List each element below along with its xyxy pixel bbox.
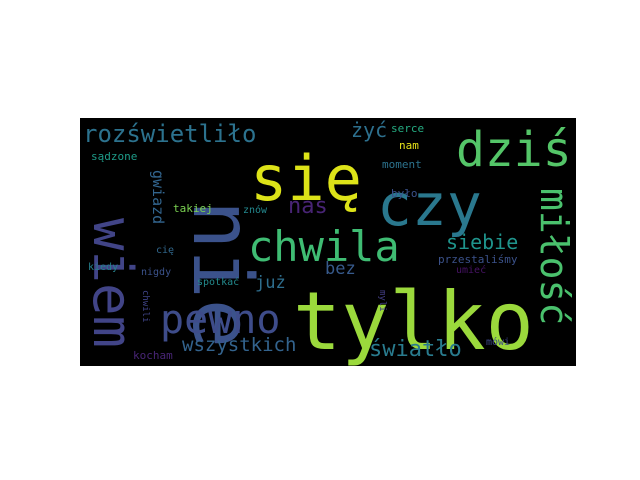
word-czy: czy	[377, 171, 482, 239]
word-sie: się	[250, 142, 362, 215]
word-kocham: kocham	[133, 349, 173, 362]
word-nigdy: nigdy	[141, 267, 172, 278]
word-spotkac: spotkać	[197, 277, 240, 288]
word-moment: moment	[382, 158, 422, 171]
word-myli: myli	[377, 290, 387, 312]
word-zyc: żyć	[351, 118, 388, 142]
word-cloud: tylko nie się czy wiem dziś chwila miłość pewno r…	[80, 118, 576, 366]
word-bylo: było	[391, 187, 418, 200]
word-nas: nas	[288, 194, 328, 219]
word-siebie: siebie	[446, 230, 519, 254]
word-takiej: takiej	[173, 202, 213, 215]
word-tylko: tylko	[293, 275, 534, 366]
word-rozswietlilo: rozświetliło	[83, 120, 257, 148]
word-swiatlo: światło	[369, 337, 462, 362]
word-bez: bez	[325, 259, 356, 279]
word-pewno: pewno	[160, 297, 281, 343]
word-milosc: miłość	[532, 188, 576, 326]
word-serce: serce	[391, 122, 425, 135]
word-znow: znów	[243, 205, 268, 216]
word-sadzone: sądzone	[91, 150, 138, 163]
word-kiedy: kiedy	[88, 262, 119, 273]
word-juz: już	[255, 273, 286, 293]
word-przestalismy: przestaliśmy	[438, 253, 518, 266]
word-nam: nam	[399, 139, 419, 152]
word-mowi: mówi	[486, 337, 511, 348]
word-umiec: umieć	[456, 265, 487, 276]
word-dzis: dziś	[456, 122, 572, 178]
word-chwili: chwili	[140, 290, 150, 323]
word-chwila: chwila	[248, 222, 400, 271]
word-cie: cię	[156, 245, 175, 256]
word-gwiazd: gwiazd	[149, 170, 167, 225]
word-wiem: wiem	[81, 218, 144, 349]
word-wszystkich: wszystkich	[182, 334, 297, 356]
